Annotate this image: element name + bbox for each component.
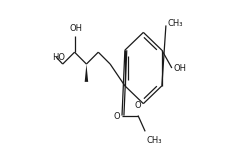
Text: OH: OH [173, 63, 186, 73]
Polygon shape [85, 64, 88, 82]
Text: HO: HO [53, 53, 66, 62]
Text: CH₃: CH₃ [167, 20, 183, 28]
Text: OH: OH [69, 24, 82, 33]
Text: CH₃: CH₃ [147, 136, 162, 145]
Text: O: O [135, 101, 141, 110]
Text: O: O [114, 112, 120, 122]
